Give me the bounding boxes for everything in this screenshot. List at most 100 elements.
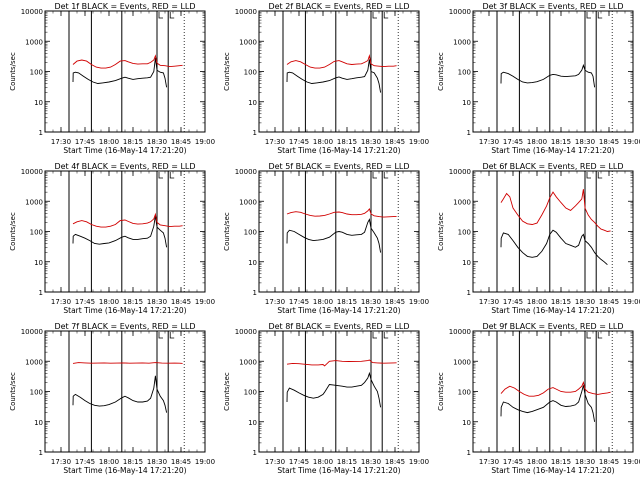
y-tick-label: 1000 <box>239 198 257 206</box>
x-tick-label: 19:00 <box>409 138 429 146</box>
x-tick-label: 18:45 <box>599 138 619 146</box>
attenuator-bracket-marker <box>372 172 377 179</box>
x-tick-label: 18:15 <box>123 298 143 306</box>
x-tick-label: 17:30 <box>479 138 499 146</box>
x-tick-label: 18:30 <box>361 298 381 306</box>
chart-title: Det 4f BLACK = Events, RED = LLD <box>54 162 195 171</box>
x-tick-label: 18:15 <box>123 138 143 146</box>
x-axis-label: Start Time (16-May-14 17:21:20) <box>63 466 186 475</box>
x-tick-label: 18:45 <box>385 458 405 466</box>
y-tick-label: 10000 <box>449 168 471 176</box>
x-tick-label: 18:30 <box>147 458 167 466</box>
events-series-line <box>286 59 382 93</box>
attenuator-bracket-marker <box>372 12 377 19</box>
x-tick-label: 18:45 <box>171 458 191 466</box>
x-tick-label: 19:00 <box>623 298 640 306</box>
attenuator-bracket-marker <box>383 172 389 179</box>
y-tick-label: 1000 <box>453 358 471 366</box>
y-axis-label: Counts/sec <box>223 372 231 411</box>
events-series-line <box>500 63 596 88</box>
y-axis-label: Counts/sec <box>9 52 17 91</box>
chart-panel-3: Det 3f BLACK = Events, RED = LLD 1 10 100 10… <box>437 2 640 155</box>
y-tick-label: 100 <box>30 389 43 397</box>
x-tick-label: 18:30 <box>575 138 595 146</box>
x-tick-label: 18:45 <box>171 138 191 146</box>
attenuator-bracket-marker <box>158 12 163 19</box>
chart-panel-2: Det 2f BLACK = Events, RED = LLD 1 10 100 10… <box>223 2 429 155</box>
attenuator-bracket-marker <box>169 12 175 19</box>
chart-panel-1: Det 1f BLACK = Events, RED = LLD 1 10 100 10… <box>9 2 215 155</box>
y-tick-label: 1 <box>467 289 471 297</box>
x-tick-label: 17:45 <box>289 458 309 466</box>
x-axis-label: Start Time (16-May-14 17:21:20) <box>277 466 400 475</box>
y-tick-label: 10 <box>248 259 257 267</box>
chart-title: Det 3f BLACK = Events, RED = LLD <box>482 2 623 11</box>
y-tick-label: 10000 <box>21 168 43 176</box>
y-tick-label: 10000 <box>235 328 257 336</box>
attenuator-bracket-marker <box>383 332 389 339</box>
y-tick-label: 1000 <box>453 38 471 46</box>
x-tick-label: 18:00 <box>313 298 333 306</box>
y-tick-label: 1000 <box>25 198 43 206</box>
y-tick-label: 10000 <box>21 8 43 16</box>
y-tick-label: 1 <box>253 129 257 137</box>
chart-title: Det 5f BLACK = Events, RED = LLD <box>268 162 409 171</box>
lld-series-line <box>500 189 611 232</box>
lld-series-line <box>286 359 397 367</box>
x-tick-label: 18:15 <box>337 458 357 466</box>
y-tick-label: 10 <box>34 259 43 267</box>
x-tick-label: 17:45 <box>289 298 309 306</box>
y-axis-label: Counts/sec <box>9 212 17 251</box>
x-tick-label: 18:45 <box>599 458 619 466</box>
x-tick-label: 18:15 <box>337 298 357 306</box>
events-series-line <box>500 385 596 422</box>
y-tick-label: 10 <box>34 99 43 107</box>
lld-series-line <box>286 54 397 69</box>
events-series-line <box>286 371 382 408</box>
chart-title: Det 8f BLACK = Events, RED = LLD <box>268 322 409 331</box>
x-tick-label: 18:15 <box>337 138 357 146</box>
x-tick-label: 17:45 <box>75 298 95 306</box>
x-axis-label: Start Time (16-May-14 17:21:20) <box>63 306 186 315</box>
y-tick-label: 100 <box>458 229 471 237</box>
x-axis-label: Start Time (16-May-14 17:21:20) <box>491 146 614 155</box>
y-tick-label: 1 <box>253 449 257 457</box>
x-tick-label: 18:00 <box>99 458 119 466</box>
x-tick-label: 17:45 <box>503 298 523 306</box>
x-tick-label: 17:30 <box>479 298 499 306</box>
x-tick-label: 18:15 <box>551 458 571 466</box>
x-tick-label: 19:00 <box>195 298 215 306</box>
chart-panel-9: Det 9f BLACK = Events, RED = LLD 1 10 100 10… <box>437 322 640 475</box>
y-tick-label: 10000 <box>449 8 471 16</box>
x-axis-label: Start Time (16-May-14 17:21:20) <box>63 146 186 155</box>
lld-series-line <box>286 207 397 218</box>
chart-panel-7: Det 7f BLACK = Events, RED = LLD 1 10 100 10… <box>9 322 215 475</box>
events-series-line <box>72 215 168 248</box>
x-axis-label: Start Time (16-May-14 17:21:20) <box>491 466 614 475</box>
x-tick-label: 19:00 <box>195 138 215 146</box>
y-tick-label: 1 <box>39 289 43 297</box>
y-axis-label: Counts/sec <box>437 212 445 251</box>
y-tick-label: 1000 <box>239 38 257 46</box>
x-tick-label: 18:30 <box>147 138 167 146</box>
x-tick-label: 19:00 <box>409 458 429 466</box>
attenuator-bracket-marker <box>169 332 175 339</box>
x-tick-label: 18:45 <box>385 298 405 306</box>
y-tick-label: 1 <box>467 449 471 457</box>
x-tick-label: 17:45 <box>75 138 95 146</box>
lld-series-line <box>500 380 611 397</box>
y-tick-label: 1 <box>253 289 257 297</box>
attenuator-bracket-marker <box>597 12 603 19</box>
x-tick-label: 19:00 <box>623 458 640 466</box>
y-axis-label: Counts/sec <box>437 372 445 411</box>
y-tick-label: 100 <box>244 229 257 237</box>
x-tick-label: 18:00 <box>99 298 119 306</box>
chart-title: Det 7f BLACK = Events, RED = LLD <box>54 322 195 331</box>
x-axis-label: Start Time (16-May-14 17:21:20) <box>277 146 400 155</box>
attenuator-bracket-marker <box>169 172 175 179</box>
x-tick-label: 18:30 <box>361 458 381 466</box>
chart-title: Det 2f BLACK = Events, RED = LLD <box>268 2 409 11</box>
x-tick-label: 17:30 <box>265 138 285 146</box>
